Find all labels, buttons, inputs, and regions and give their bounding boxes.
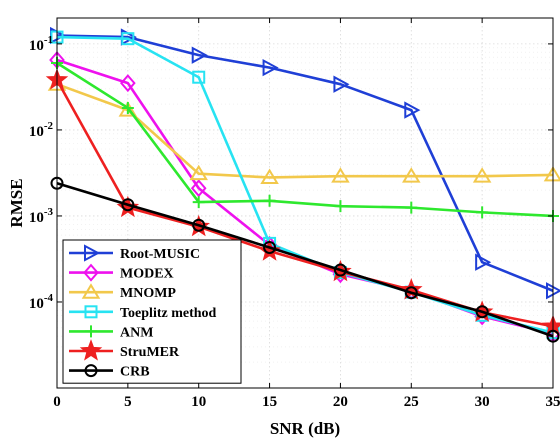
x-tick-label: 25 (404, 394, 419, 410)
data-point (472, 167, 492, 183)
series-line (56, 82, 554, 179)
data-point (263, 194, 276, 207)
data-point (475, 253, 492, 271)
legend-marker (79, 339, 103, 361)
legend-entry: CRB (69, 364, 150, 380)
x-tick-label: 20 (333, 394, 348, 410)
legend-marker (84, 244, 101, 262)
data-point (121, 32, 135, 46)
data-point (120, 74, 136, 93)
x-tick-label: 5 (124, 394, 132, 410)
data-point (189, 164, 208, 181)
y-tick-label: 10-1 (29, 34, 53, 54)
legend-entry: MNOMP (69, 283, 176, 301)
x-tick-label: 0 (53, 394, 61, 410)
legend-label: ANM (120, 325, 153, 340)
data-point (405, 201, 418, 214)
data-point (404, 101, 421, 119)
legend-label: CRB (120, 365, 150, 380)
series-line (56, 181, 554, 338)
legend-entry: Root-MUSIC (69, 244, 200, 262)
data-point (331, 167, 350, 183)
data-point (475, 305, 489, 319)
x-tick-label: 15 (262, 394, 277, 410)
data-point (334, 200, 347, 213)
legend-label: MODEX (120, 267, 174, 282)
x-tick-label: 35 (546, 394, 560, 410)
legend-marker (83, 263, 99, 282)
data-point (192, 196, 205, 209)
y-axis: 10-4 10-3 10-2 10-1 (29, 34, 553, 312)
x-tick-label: 30 (475, 394, 490, 410)
legend-marker (84, 305, 98, 319)
series-line (56, 34, 554, 292)
data-point (333, 263, 347, 277)
y-tick-label: 10-2 (29, 120, 54, 140)
data-point (121, 101, 134, 114)
data-point (192, 70, 206, 84)
x-axis-label: SNR (dB) (270, 419, 340, 438)
data-point (263, 240, 277, 254)
data-point (476, 206, 489, 219)
legend-label: StruMER (120, 345, 180, 360)
y-tick-label: 10-4 (29, 292, 54, 312)
data-point (260, 168, 279, 184)
legend-label: Toeplitz method (120, 306, 217, 321)
legend-label: Root-MUSIC (120, 247, 200, 262)
plot-frame (56, 17, 554, 389)
data-point (191, 46, 208, 64)
legend-entry: MODEX (69, 263, 174, 282)
data-point (262, 58, 279, 77)
x-axis: 0 5 10 15 20 25 30 35 (53, 18, 560, 410)
legend-marker (85, 325, 97, 338)
data-point (192, 218, 206, 232)
data-point (121, 198, 135, 212)
legend-entry: StruMER (69, 339, 180, 361)
y-axis-label: RMSE (7, 178, 26, 227)
legend-marker (81, 283, 101, 299)
series-line (56, 61, 554, 218)
data-point (190, 179, 207, 198)
data-point (333, 75, 350, 93)
series-crb (50, 176, 560, 343)
y-tick-label: 10-3 (29, 206, 54, 226)
data-point (404, 286, 418, 300)
legend-label: MNOMP (120, 286, 176, 301)
legend: Root-MUSIC MODEX MNOMP Toeplitz method ANM St… (62, 239, 242, 384)
legend-entry: ANM (69, 325, 153, 340)
legend-marker (84, 364, 98, 378)
x-tick-label: 10 (191, 394, 206, 410)
data-point (402, 167, 421, 183)
data-point (118, 101, 138, 117)
legend-entry: Toeplitz method (69, 305, 217, 321)
plot-series (45, 26, 560, 343)
